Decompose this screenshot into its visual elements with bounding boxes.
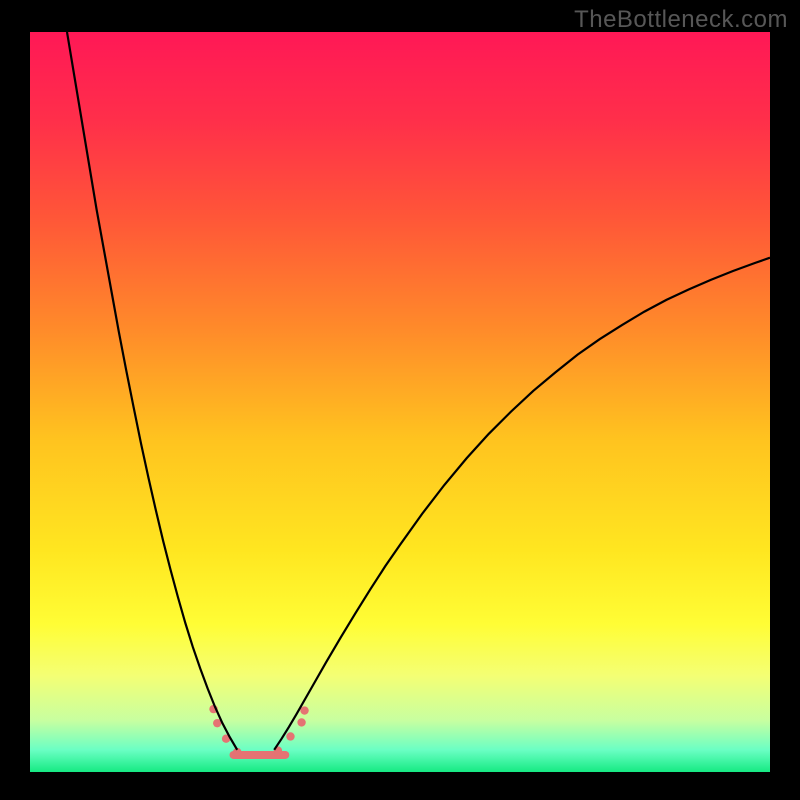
- gradient-background-rect: [30, 32, 770, 772]
- valley-floor-dot: [286, 732, 294, 740]
- valley-floor-dot: [297, 718, 305, 726]
- chart-svg: [30, 32, 770, 772]
- watermark-text: TheBottleneck.com: [574, 6, 788, 34]
- valley-floor-dot: [300, 706, 308, 714]
- bottleneck-valley-chart: [30, 32, 770, 772]
